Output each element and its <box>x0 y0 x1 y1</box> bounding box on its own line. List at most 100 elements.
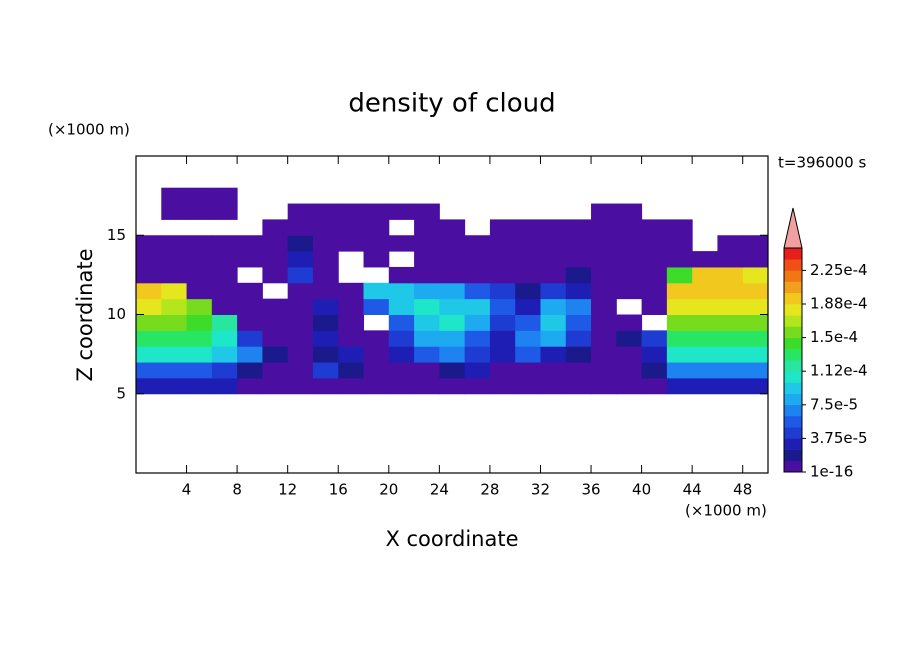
cell <box>489 251 516 268</box>
cell <box>338 235 365 252</box>
cell <box>591 314 617 331</box>
colorbar-band <box>784 427 802 439</box>
cell <box>641 266 668 284</box>
cell <box>414 251 440 268</box>
cell <box>338 203 365 220</box>
cell <box>641 298 668 315</box>
cell <box>565 266 592 284</box>
cell <box>439 314 466 331</box>
cell <box>287 298 314 315</box>
cell <box>388 235 415 252</box>
cell <box>388 314 415 331</box>
cell <box>414 362 440 379</box>
x-tick-label: 40 <box>632 481 651 499</box>
colorbar-band <box>784 382 802 394</box>
cell <box>414 219 440 236</box>
x-tick-label: 44 <box>683 481 702 499</box>
cell <box>338 362 365 379</box>
cell <box>666 346 693 363</box>
colorbar-band <box>784 449 802 462</box>
cell <box>742 346 769 363</box>
colorbar-band <box>784 371 802 383</box>
cell <box>414 377 440 395</box>
y-axis-label: Z coordinate <box>73 248 97 381</box>
cell <box>211 346 238 363</box>
cell <box>540 346 567 363</box>
cell <box>742 362 769 379</box>
colorbar-band <box>784 315 802 327</box>
cell <box>363 282 390 300</box>
cell <box>312 203 339 220</box>
cell <box>338 377 365 395</box>
cell <box>489 266 516 284</box>
cell <box>136 346 162 363</box>
cell <box>540 362 567 379</box>
cell <box>439 219 466 236</box>
cell <box>616 330 643 347</box>
cell <box>287 266 314 284</box>
cell <box>616 377 643 395</box>
cell <box>211 235 238 252</box>
colorbar-band <box>784 393 802 406</box>
cell <box>489 362 516 379</box>
cell <box>136 330 162 347</box>
cell <box>338 219 365 236</box>
cell <box>692 330 718 347</box>
cell <box>363 203 390 220</box>
cell <box>363 362 390 379</box>
cell <box>186 251 213 268</box>
y-tick-label: 5 <box>116 384 126 402</box>
cell <box>312 282 339 300</box>
cell <box>540 235 567 252</box>
cell <box>464 377 491 395</box>
colorbar-tick-label: 2.25e-4 <box>810 261 868 279</box>
colorbar-band <box>784 360 802 372</box>
cell <box>666 330 693 347</box>
cell <box>237 298 263 315</box>
cell <box>591 251 617 268</box>
cell <box>363 298 390 315</box>
cell <box>439 235 466 252</box>
cell <box>287 314 314 331</box>
cell <box>237 346 263 363</box>
cell <box>338 330 365 347</box>
cell <box>161 298 188 315</box>
cell <box>388 362 415 379</box>
cell <box>717 377 744 395</box>
colorbar-band <box>784 337 802 350</box>
cell <box>186 314 213 331</box>
cell <box>287 251 314 268</box>
cell <box>262 362 289 379</box>
cell <box>717 330 744 347</box>
cell <box>565 346 592 363</box>
cell <box>489 346 516 363</box>
cell <box>565 219 592 236</box>
cell <box>287 282 314 300</box>
cell <box>262 266 289 284</box>
cell <box>666 314 693 331</box>
cell <box>211 330 238 347</box>
cell <box>388 346 415 363</box>
cell <box>237 377 263 395</box>
cell <box>565 362 592 379</box>
cell <box>287 235 314 252</box>
cell <box>237 251 263 268</box>
cell <box>211 203 238 220</box>
cell <box>540 282 567 300</box>
cell <box>388 203 415 220</box>
cell <box>363 251 390 268</box>
cell <box>515 330 541 347</box>
colorbar-band <box>784 460 802 473</box>
cell <box>565 330 592 347</box>
cell <box>388 330 415 347</box>
colorbar-band <box>784 281 802 294</box>
cell <box>237 330 263 347</box>
x-tick-label: 12 <box>278 481 297 499</box>
cell <box>591 282 617 300</box>
cell <box>186 203 213 220</box>
cell <box>186 187 213 205</box>
cell <box>136 235 162 252</box>
colorbar-band <box>784 304 802 316</box>
cell <box>641 346 668 363</box>
cell <box>161 314 188 331</box>
